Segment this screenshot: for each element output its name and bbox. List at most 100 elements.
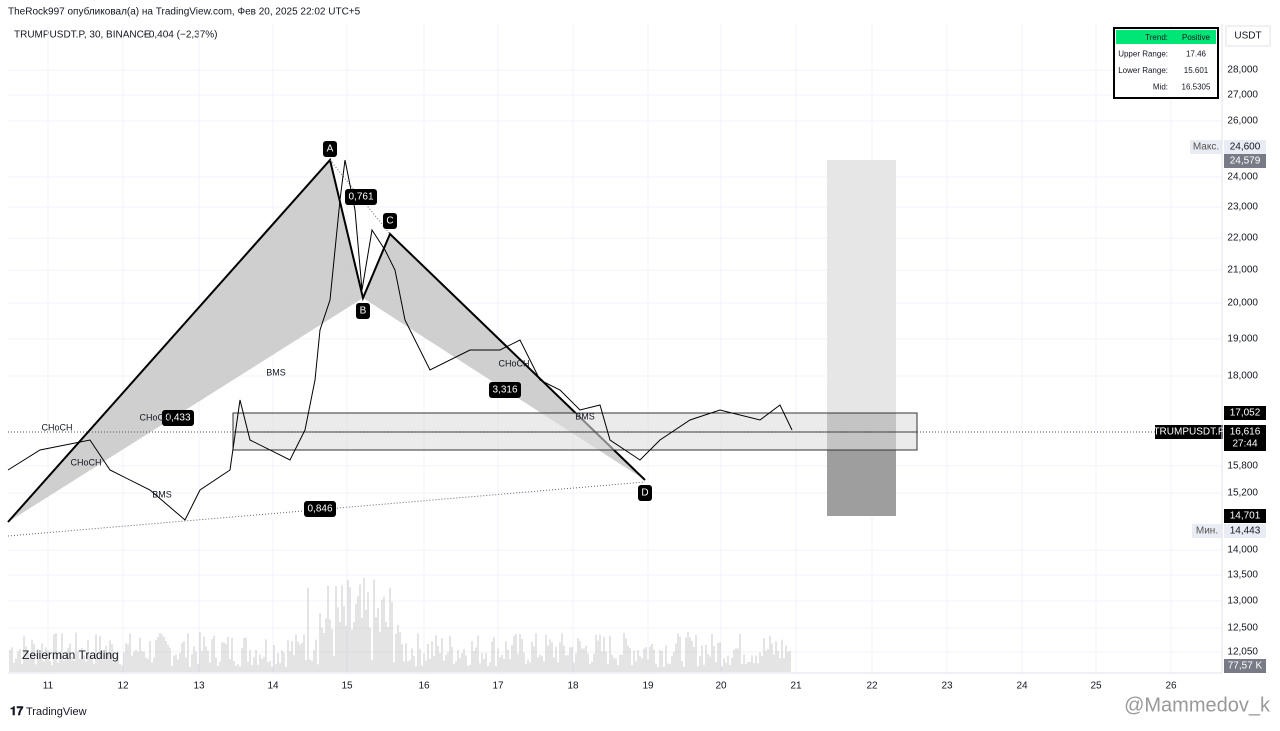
price-tag (1224, 509, 1266, 523)
price-tag-text: Мин. (1196, 526, 1218, 537)
pattern-line (7, 157, 646, 523)
price-tag (1224, 140, 1266, 154)
date-tick: 12 (117, 681, 129, 692)
price-tick: 12,500 (1227, 623, 1258, 634)
price-tag (1155, 425, 1223, 439)
price-tick: 18,000 (1227, 371, 1258, 382)
point-label-bg (323, 141, 337, 157)
ratio-label-bg (162, 410, 194, 426)
date-tick: 16 (418, 681, 430, 692)
point-label: B (360, 306, 367, 317)
point-label: D (641, 488, 648, 499)
point-label: C (386, 216, 393, 227)
info-value: 16.5305 (1182, 83, 1211, 92)
date-tick: 22 (866, 681, 878, 692)
date-tick: 26 (1165, 681, 1177, 692)
date-tick: 25 (1090, 681, 1102, 692)
ratio-label-bg (304, 501, 336, 517)
ratio-label: 0,846 (307, 504, 332, 515)
date-tick: 17 (492, 681, 504, 692)
price-tick: 15,200 (1227, 488, 1258, 499)
structure-label: CHoCH (498, 358, 529, 368)
price-tick: 13,000 (1227, 596, 1258, 607)
structure-label: CHoCH (41, 422, 72, 432)
price-tag-text: 14,701 (1230, 511, 1261, 522)
price-tick: 27,000 (1227, 90, 1258, 101)
date-tick: 21 (790, 681, 802, 692)
info-key: Lower Range: (1118, 66, 1168, 75)
price-tick: 26,000 (1227, 116, 1258, 127)
ratio-label: 0,433 (165, 413, 190, 424)
price-tag (1190, 140, 1222, 154)
ratio-label-bg (489, 382, 521, 398)
price-tick: 28,000 (1227, 65, 1258, 76)
price-tag (1224, 659, 1266, 673)
date-tick: 24 (1016, 681, 1028, 692)
price-tag-text: 16,616 (1230, 427, 1261, 438)
ratio-label: 0,761 (348, 192, 373, 203)
date-tick: 23 (941, 681, 953, 692)
info-value: Positive (1182, 33, 1211, 42)
brand: TradingView (26, 706, 87, 718)
price-tick: 24,000 (1227, 172, 1258, 183)
price-tag-text: 27:44 (1232, 439, 1257, 450)
price-tag-text: 14,443 (1230, 526, 1261, 537)
publisher: TheRock997 опубликовал(а) на TradingView… (8, 6, 361, 18)
author: @Mammedov_k (1124, 694, 1271, 716)
info-key: Upper Range: (1118, 50, 1168, 59)
point-label-bg (383, 213, 397, 229)
price-tag (1224, 406, 1266, 420)
info-value: 15.601 (1184, 66, 1209, 75)
symbol: TRUMPUSDT.P, 30, BINANCE (14, 30, 151, 41)
price-tag-text: 17,052 (1230, 408, 1261, 419)
currency-button[interactable] (1225, 25, 1271, 47)
change: −0,404 (−2,37%) (143, 30, 218, 41)
currency[interactable]: USDT (1234, 31, 1261, 42)
price-tick: 13,500 (1227, 570, 1258, 581)
price-tick: 21,000 (1227, 265, 1258, 276)
date-tick: 20 (715, 681, 727, 692)
brand-logo: 𝟏𝟕 (10, 704, 24, 718)
pattern-dotted (329, 159, 391, 235)
date-tick: 13 (193, 681, 205, 692)
structure-label: CHoCH (139, 412, 170, 422)
date-tick: 15 (341, 681, 353, 692)
price-tag (1224, 425, 1266, 439)
price-tick: 15,800 (1227, 461, 1258, 472)
structure-label: BMS (266, 367, 286, 377)
price-tick: 20,000 (1227, 298, 1258, 309)
price-tag (1224, 154, 1266, 168)
info-key: Mid: (1153, 83, 1168, 92)
pattern-fill (8, 160, 363, 522)
price-tag-text: TRUMPUSDT.P (1153, 427, 1224, 438)
price-tag (1224, 524, 1266, 538)
info-key: Trend: (1145, 33, 1168, 42)
price-tag-text: Макс. (1193, 142, 1219, 153)
structure-label: BMS (152, 489, 172, 499)
info-header (1116, 30, 1216, 44)
info-value: 17.46 (1186, 50, 1207, 59)
date-tick: 14 (267, 681, 279, 692)
point-label-bg (638, 485, 652, 501)
price-tick: 22,000 (1227, 233, 1258, 244)
ratio-label: 3,316 (492, 385, 517, 396)
price-tick: 23,000 (1227, 202, 1258, 213)
price-tag-text: 77,57 K (1228, 661, 1263, 672)
price-tick: 14,000 (1227, 545, 1258, 556)
price-tag (1224, 437, 1266, 451)
date-tick: 19 (642, 681, 654, 692)
price-tag-text: 24,579 (1230, 156, 1261, 167)
price-tick: 12,050 (1227, 647, 1258, 658)
point-label: A (327, 144, 334, 155)
price-tag-text: 24,600 (1230, 142, 1261, 153)
structure-label: BMS (575, 411, 595, 421)
point-label-bg (356, 303, 370, 319)
ratio-label-bg (345, 189, 377, 205)
date-tick: 18 (567, 681, 579, 692)
watermark: Zeiierman Trading (22, 648, 119, 662)
price-tag (1192, 524, 1222, 538)
date-tick: 11 (43, 681, 54, 692)
price-line (7, 159, 793, 521)
price-tick: 19,000 (1227, 334, 1258, 345)
